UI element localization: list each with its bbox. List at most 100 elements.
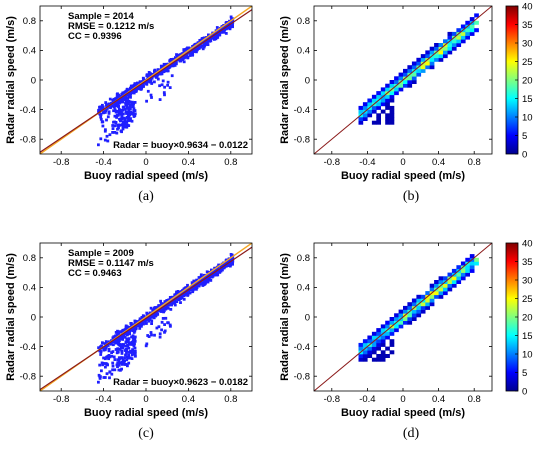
heatmap-cell (416, 68, 422, 73)
heatmap-cell (429, 283, 435, 288)
data-point (105, 103, 108, 107)
heatmap-cell (411, 61, 417, 66)
data-point (126, 333, 129, 337)
data-point (184, 292, 188, 296)
x-tick-label: 0 (143, 394, 148, 405)
heatmap-cell (425, 65, 430, 70)
data-point (199, 45, 202, 49)
data-point (125, 120, 129, 124)
heatmap-cell (389, 320, 395, 325)
y-tick-label: -0.8 (294, 372, 310, 383)
heatmap-cell (389, 113, 395, 118)
data-point (119, 119, 123, 122)
data-point (120, 112, 124, 115)
data-point (161, 307, 164, 310)
colorbar-tick-label: 25 (522, 294, 533, 305)
heatmap-cell (429, 302, 435, 307)
data-point (182, 55, 186, 59)
data-point (158, 332, 162, 336)
data-point (111, 350, 115, 353)
data-point (213, 266, 216, 270)
data-point (99, 105, 103, 109)
data-point (174, 60, 178, 64)
data-point (125, 112, 128, 115)
heatmap-cell (443, 276, 448, 281)
heatmap-cell (420, 65, 426, 70)
data-point (107, 347, 111, 351)
stats-line: RMSE = 0.1147 m/s (68, 258, 154, 269)
heatmap-cell (362, 354, 368, 358)
chart-panel-1: -0.8 -0.4 0 0.4 0.8 0.8 0.4 0 -0.4 -0.8 Buoy radia… (5, 5, 253, 204)
data-point (147, 319, 150, 323)
data-point (107, 110, 111, 114)
heatmap-cell (398, 72, 404, 77)
data-point (161, 317, 165, 320)
heatmap-cell (385, 113, 390, 118)
data-point (159, 310, 163, 313)
data-point (197, 276, 201, 279)
data-point (140, 87, 143, 91)
data-point (130, 328, 134, 332)
data-point (149, 331, 153, 334)
heatmap-cell (434, 57, 439, 62)
data-point (165, 304, 169, 308)
data-point (118, 330, 122, 334)
data-point (205, 43, 209, 46)
stats-line: CC = 0.9463 (68, 268, 122, 279)
heatmap-cell (380, 342, 386, 347)
data-point (156, 68, 160, 71)
data-point (138, 318, 142, 322)
data-point (127, 124, 131, 127)
heatmap-cell (385, 331, 390, 336)
colorbar-tick-label: 10 (522, 349, 533, 360)
heatmap-cell (429, 65, 435, 70)
data-point (107, 349, 111, 353)
heatmap-cell (429, 298, 435, 303)
heatmap-cell (469, 28, 475, 33)
data-point (108, 97, 112, 101)
heatmap-cell (443, 39, 448, 44)
data-point (178, 58, 182, 61)
data-point (97, 108, 100, 112)
data-point (113, 340, 117, 344)
data-point (165, 306, 168, 310)
data-point (150, 333, 153, 337)
data-point (123, 118, 127, 121)
heatmap-cell (474, 20, 479, 25)
data-point (124, 327, 128, 331)
data-point (128, 88, 132, 92)
colorbar-tick-label: 0 (522, 149, 527, 160)
data-point (131, 112, 135, 116)
data-point (104, 101, 108, 104)
panel-label: (d) (403, 426, 420, 441)
y-tick-label: 0.8 (23, 16, 36, 27)
heatmap-cell (429, 287, 435, 292)
data-point (158, 72, 161, 75)
heatmap-cell (380, 339, 386, 344)
heatmap-cell (389, 83, 395, 88)
data-point (99, 345, 103, 348)
data-point (132, 329, 136, 332)
heatmap-cell (465, 257, 470, 262)
heatmap-cell (389, 105, 395, 110)
data-point (123, 125, 127, 129)
heatmap-cell (451, 31, 457, 36)
data-point (118, 110, 122, 114)
data-point (159, 299, 162, 303)
chart-panel-3: -0.8 -0.4 0 0.4 0.8 0.8 0.4 0 -0.4 -0.8 Buoy radia… (5, 242, 253, 441)
data-point (190, 284, 194, 288)
y-tick-label: 0.4 (297, 283, 310, 294)
data-point (128, 351, 131, 354)
colorbar-tick-label: 40 (522, 238, 533, 249)
data-point (125, 116, 129, 119)
data-point (202, 45, 206, 49)
data-point (140, 324, 143, 328)
data-point (128, 94, 131, 98)
data-point (182, 60, 186, 64)
data-point (215, 271, 218, 275)
data-point (168, 86, 172, 89)
heatmap-cell (469, 265, 475, 270)
data-point (159, 72, 163, 76)
data-point (186, 293, 190, 297)
heatmap-cell (429, 294, 435, 299)
